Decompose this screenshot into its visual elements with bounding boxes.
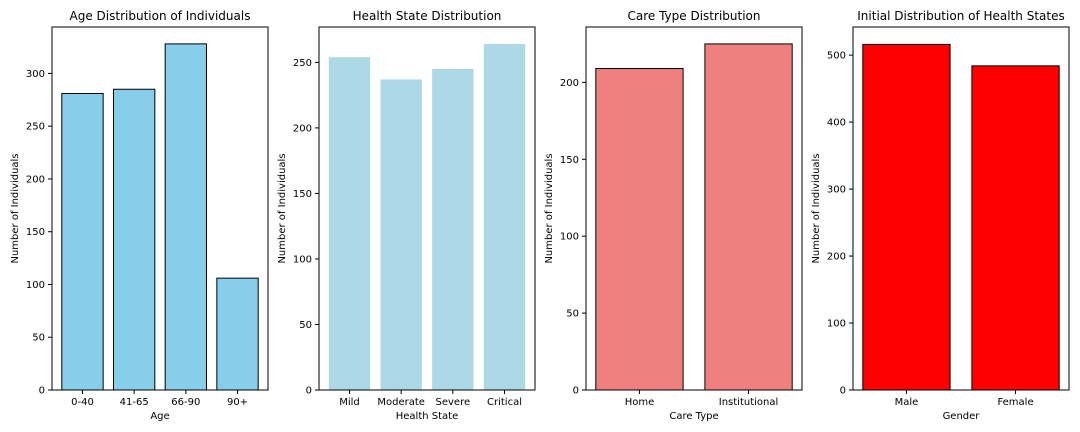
y-tick-label: 200 [26,174,45,185]
y-tick-label: 200 [560,78,579,89]
chart-4: 0 100 200 300 400 500 Male Female Initial Distri… [811,9,1070,422]
y-tick-label: 150 [293,189,312,200]
bar-moderate [380,79,422,391]
bar-66-90 [164,43,208,391]
x-tick-label: Moderate [377,397,425,408]
y-tick-label: 0 [306,386,312,397]
axes-frame [318,26,536,391]
x-axis-label: Gender [943,411,981,422]
y-tick-label: 150 [560,155,579,166]
y-tick-label: 300 [827,185,846,196]
y-tick-label: 100 [26,280,45,291]
bar-severe [432,68,474,390]
y-tick-label: 0 [840,386,846,397]
x-tick-label: Male [895,397,919,408]
axes-frame [585,26,803,391]
y-tick-label: 100 [560,232,579,243]
x-tick-label: Home [625,397,655,408]
bar-institutional [704,43,793,391]
bar-0-40 [61,92,104,391]
chart-title: Health State Distribution [353,9,502,23]
y-tick-label: 0 [573,386,579,397]
y-tick-label: 150 [26,227,45,238]
y-tick-label: 400 [827,118,846,129]
x-tick-label: Critical [487,397,522,408]
chart-title: Initial Distribution of Health States [857,9,1064,23]
axes-frame [51,26,269,391]
x-tick-label: 0-40 [71,397,94,408]
y-tick-label: 100 [827,319,846,330]
y-tick-label: 50 [299,320,312,331]
y-axis-label: Number of Individuals [277,153,288,263]
x-tick-label: 41-65 [120,397,149,408]
y-axis-label: Number of Individuals [811,153,822,263]
bar-41-65 [112,88,156,391]
y-tick-label: 200 [827,252,846,263]
bar-home [595,68,684,391]
chart-title: Care Type Distribution [628,9,761,23]
bar-female [971,65,1060,391]
x-tick-label: 66-90 [171,397,200,408]
y-axis-label: Number of Individuals [544,153,555,263]
x-tick-label: 90+ [227,397,248,408]
chart-2: 0 50 100 150 200 250 Mild Moderate Severe Critica… [277,9,536,422]
x-tick-label: Female [997,397,1033,408]
y-tick-label: 250 [26,122,45,133]
y-tick-label: 250 [293,58,312,69]
chart-1: 0 50 100 150 200 250 300 0-40 41-65 66-90 90+ Age D… [10,9,269,422]
y-tick-label: 500 [827,51,846,62]
chart-title: Age Distribution of Individuals [70,9,251,23]
y-tick-label: 50 [32,333,45,344]
y-tick-label: 200 [293,123,312,134]
bar-male [862,43,951,391]
x-tick-label: Institutional [719,397,779,408]
x-axis-label: Care Type [669,411,718,422]
y-tick-label: 100 [293,254,312,265]
y-tick-label: 50 [566,309,579,320]
chart-3: 0 50 100 150 200 Home Institutional Care Type D… [544,9,803,422]
bar-mild [328,57,371,390]
y-tick-label: 300 [26,69,45,80]
y-axis-label: Number of Individuals [10,153,21,263]
x-tick-label: Severe [436,397,471,408]
axes-frame [852,26,1070,391]
bar-critical [483,44,526,390]
bar-90- [216,277,259,391]
x-tick-label: Mild [339,397,360,408]
y-tick-label: 0 [39,386,45,397]
x-axis-label: Age [150,411,169,422]
x-axis-label: Health State [396,411,459,422]
